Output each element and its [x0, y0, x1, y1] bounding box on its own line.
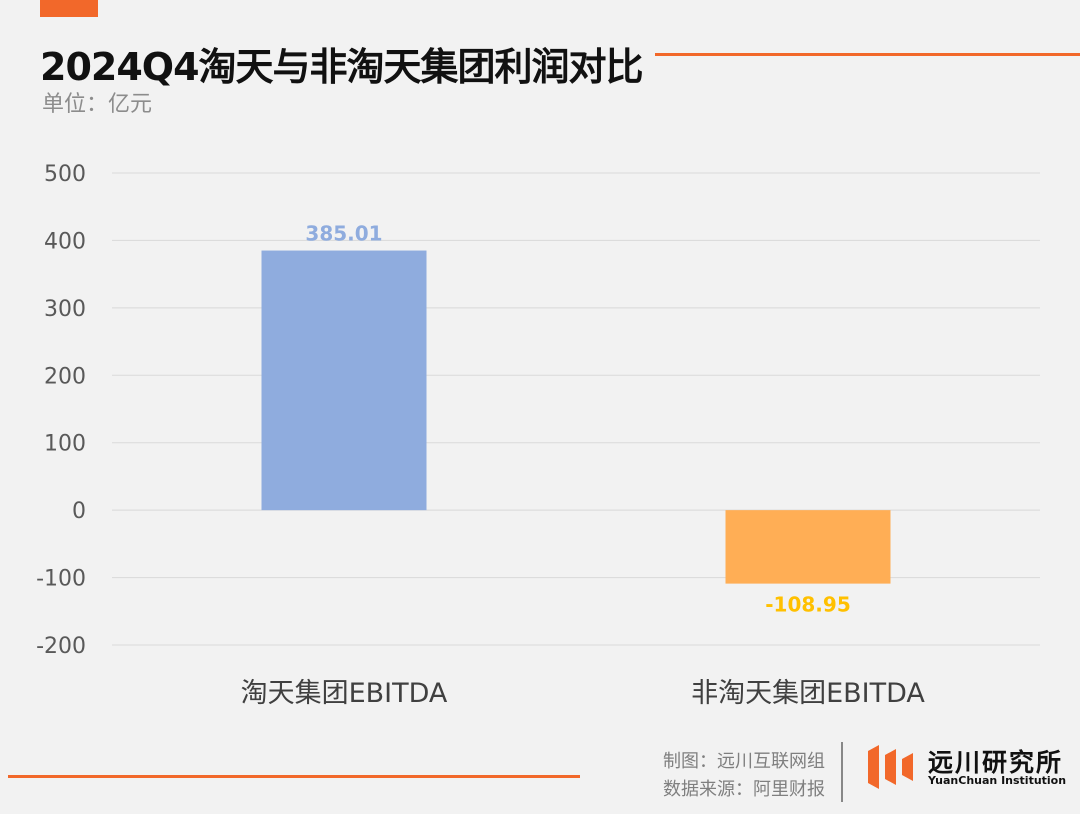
credit-chart: 制图：远川互联网组	[663, 751, 825, 772]
yuanchuan-logo-icon	[868, 745, 913, 789]
bar-2	[725, 510, 891, 584]
category-label: 淘天集团EBITDA	[241, 678, 448, 709]
bars	[261, 250, 891, 584]
data-labels: 385.01 -108.95	[305, 222, 850, 617]
logo-english-name: YuanChuan Institution	[928, 774, 1067, 787]
title-rule	[655, 53, 1080, 56]
top-accent-bar	[40, 0, 98, 17]
gridlines	[112, 172, 1040, 646]
data-label: -108.95	[765, 593, 850, 617]
y-tick-label: -200	[36, 634, 86, 659]
credit-source: 数据来源：阿里财报	[663, 779, 825, 800]
chart-title: 2024Q4淘天与非淘天集团利润对比	[40, 45, 644, 89]
y-tick-label: 100	[44, 432, 86, 457]
credits: 制图：远川互联网组 数据来源：阿里财报	[663, 748, 825, 804]
category-labels: 淘天集团EBITDA 非淘天集团EBITDA	[241, 678, 926, 709]
logo-divider	[841, 742, 843, 802]
y-tick-label: 300	[44, 297, 86, 322]
y-axis-ticks: 500 400 300 200 100 0 -100 -200	[36, 162, 86, 659]
data-label: 385.01	[305, 222, 382, 246]
logo-name: 远川研究所	[928, 748, 1064, 777]
y-tick-label: 200	[44, 364, 86, 389]
bar-1	[261, 250, 427, 511]
y-tick-label: 500	[44, 162, 86, 187]
y-tick-label: 0	[72, 499, 86, 524]
footer-rule	[8, 775, 580, 778]
bar-chart: 500 400 300 200 100 0 -100 -200 385.01 -108.95 淘…	[36, 162, 1040, 709]
y-tick-label: -100	[36, 567, 86, 592]
category-label: 非淘天集团EBITDA	[691, 678, 925, 709]
unit-label: 单位：亿元	[42, 92, 153, 117]
y-tick-label: 400	[44, 229, 86, 254]
